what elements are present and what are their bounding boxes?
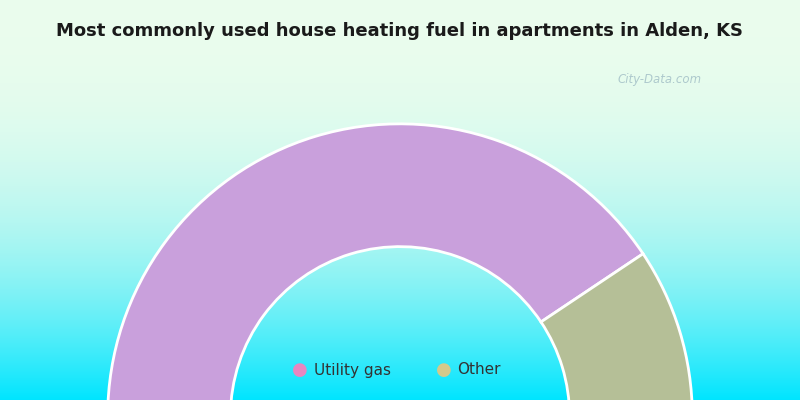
- Wedge shape: [541, 254, 692, 400]
- Text: City-Data.com: City-Data.com: [618, 74, 702, 86]
- Text: Most commonly used house heating fuel in apartments in Alden, KS: Most commonly used house heating fuel in…: [57, 22, 743, 40]
- Wedge shape: [108, 124, 643, 400]
- Text: Utility gas: Utility gas: [314, 362, 390, 378]
- Text: ●: ●: [436, 361, 452, 379]
- Text: ●: ●: [292, 361, 308, 379]
- Text: Other: Other: [458, 362, 501, 378]
